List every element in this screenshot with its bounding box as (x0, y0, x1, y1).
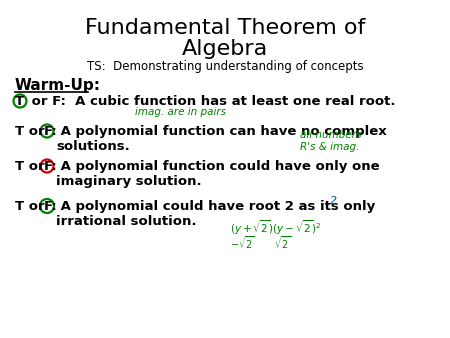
Text: $-\sqrt{2}$       $\sqrt{2}$: $-\sqrt{2}$ $\sqrt{2}$ (230, 234, 291, 251)
Text: imag. are in pairs: imag. are in pairs (135, 107, 226, 117)
Text: TS:  Demonstrating understanding of concepts: TS: Demonstrating understanding of conce… (87, 60, 363, 73)
Text: 2: 2 (330, 196, 337, 206)
Text: all numbers
R's & imag.: all numbers R's & imag. (300, 130, 361, 152)
Text: F:: F: (44, 200, 58, 213)
Text: Warm-Up:: Warm-Up: (15, 78, 101, 93)
Text: T: T (15, 95, 24, 108)
Text: T or: T or (15, 160, 45, 173)
Text: T or: T or (15, 200, 45, 213)
Text: A polynomial function can have no complex
solutions.: A polynomial function can have no comple… (56, 125, 387, 153)
Text: Algebra: Algebra (182, 39, 268, 59)
Text: $(y+\sqrt{2})(y-\sqrt{2})^2$: $(y+\sqrt{2})(y-\sqrt{2})^2$ (230, 218, 321, 237)
Text: T or: T or (15, 125, 45, 138)
Text: A polynomial function could have only one
imaginary solution.: A polynomial function could have only on… (56, 160, 380, 188)
Text: F:: F: (44, 125, 58, 138)
Text: Fundamental Theorem of: Fundamental Theorem of (85, 18, 365, 38)
Text: F:: F: (44, 160, 58, 173)
Text: or F:  A cubic function has at least one real root.: or F: A cubic function has at least one … (27, 95, 396, 108)
Text: A polynomial could have root 2 as its only
irrational solution.: A polynomial could have root 2 as its on… (56, 200, 375, 228)
